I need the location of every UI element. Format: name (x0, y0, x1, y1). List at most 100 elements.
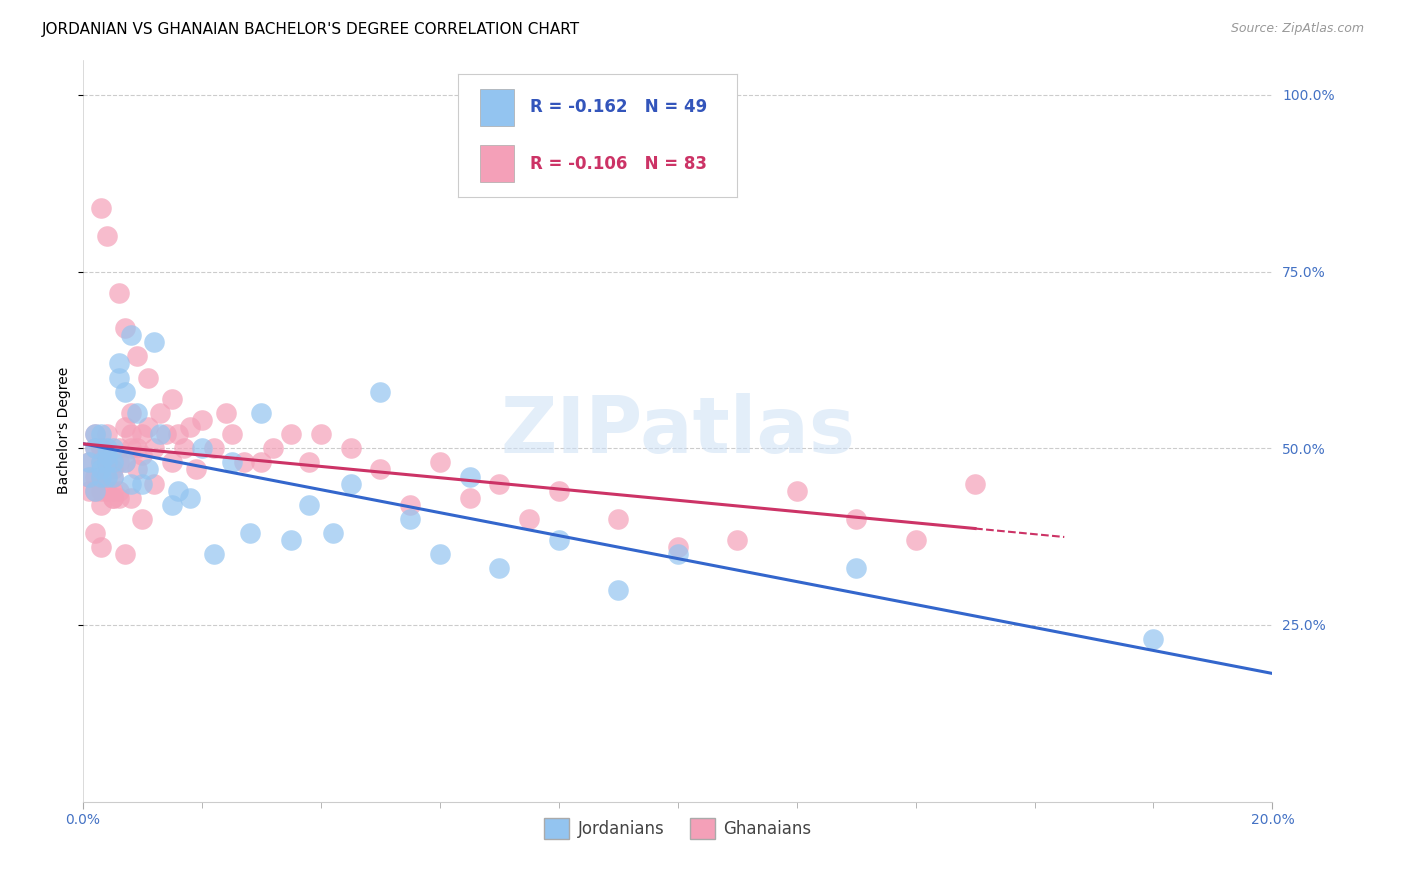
Point (155, 427, 177, 442)
Point (90, 469, 112, 483)
Point (429, 547, 451, 561)
Point (83, 427, 105, 442)
Point (83, 427, 105, 442)
Point (125, 350, 148, 364)
Point (322, 526, 344, 541)
Point (221, 427, 243, 442)
Point (125, 462, 148, 476)
Point (101, 491, 124, 505)
Point (77, 469, 100, 483)
Point (160, 392, 183, 406)
Point (120, 406, 142, 420)
Point (83, 442, 105, 456)
Point (90, 462, 112, 476)
Point (666, 547, 689, 561)
Point (107, 285, 129, 300)
Text: Source: ZipAtlas.com: Source: ZipAtlas.com (1230, 22, 1364, 36)
Point (96, 427, 118, 442)
Point (96, 442, 118, 456)
Point (77, 469, 100, 483)
Point (488, 476, 510, 491)
Point (298, 498, 321, 512)
Point (179, 420, 201, 434)
Point (298, 455, 321, 469)
Point (138, 420, 160, 434)
Point (1142, 632, 1164, 646)
Point (143, 335, 166, 350)
Point (83, 483, 105, 498)
Point (107, 370, 129, 384)
Point (131, 512, 153, 526)
Point (107, 356, 129, 370)
Point (280, 533, 302, 548)
Point (458, 469, 481, 483)
Point (725, 533, 748, 548)
Point (96, 469, 118, 483)
Point (107, 491, 129, 505)
Point (202, 442, 225, 456)
Point (120, 476, 142, 491)
Point (131, 427, 153, 442)
Point (339, 442, 361, 456)
Point (96, 455, 118, 469)
Point (339, 476, 361, 491)
Point (399, 512, 422, 526)
Point (309, 427, 332, 442)
Point (607, 582, 630, 597)
Point (167, 427, 190, 442)
Point (138, 462, 160, 476)
Point (250, 406, 273, 420)
Point (143, 476, 166, 491)
Point (90, 201, 112, 215)
Point (83, 442, 105, 456)
Point (107, 455, 129, 469)
Point (666, 540, 689, 554)
Point (138, 370, 160, 384)
Point (101, 483, 124, 498)
Point (90, 442, 112, 456)
Point (160, 498, 183, 512)
Point (101, 469, 124, 483)
Point (149, 427, 172, 442)
Point (221, 455, 243, 469)
Point (517, 512, 540, 526)
Point (120, 442, 142, 456)
Point (83, 483, 105, 498)
Point (160, 455, 183, 469)
Point (173, 442, 195, 456)
Point (114, 455, 136, 469)
Point (547, 533, 569, 548)
Point (149, 406, 172, 420)
Point (179, 491, 201, 505)
Y-axis label: Bachelor's Degree: Bachelor's Degree (58, 367, 72, 494)
Point (90, 483, 112, 498)
Point (96, 455, 118, 469)
Point (114, 321, 136, 335)
Point (607, 512, 630, 526)
Point (429, 455, 451, 469)
Point (83, 469, 105, 483)
Point (90, 427, 112, 442)
Point (83, 526, 105, 541)
Point (96, 483, 118, 498)
Point (101, 462, 124, 476)
Point (77, 455, 100, 469)
Point (250, 455, 273, 469)
Point (191, 413, 214, 427)
Point (184, 462, 207, 476)
Point (114, 547, 136, 561)
Point (215, 406, 238, 420)
Point (77, 455, 100, 469)
Point (114, 420, 136, 434)
Point (238, 526, 260, 541)
Legend: Jordanians, Ghanaians: Jordanians, Ghanaians (537, 812, 818, 846)
Point (280, 427, 302, 442)
Point (125, 406, 148, 420)
Point (786, 483, 808, 498)
Point (131, 448, 153, 462)
Point (101, 469, 124, 483)
Point (963, 476, 986, 491)
Text: ZIPatlas: ZIPatlas (501, 392, 855, 468)
Point (904, 533, 927, 548)
Point (191, 442, 214, 456)
